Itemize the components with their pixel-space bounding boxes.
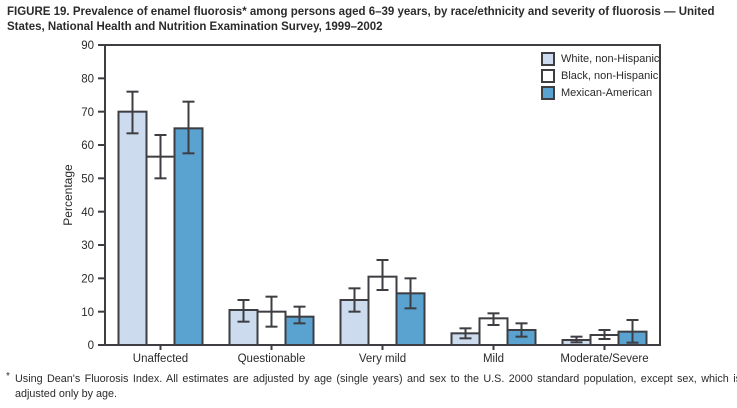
footnote-asterisk: * — [6, 371, 10, 382]
y-tick-label: 0 — [88, 340, 94, 352]
bar-unaffected — [117, 110, 148, 346]
bar-unaffected — [173, 127, 204, 346]
chart-canvas: 0 10 20 30 40 50 60 70 80 90 Percentage Unaffected Q… — [61, 40, 661, 365]
legend-item-mexican-american: Mexican-American — [541, 84, 659, 101]
legend-item-black-non-hispanic: Black, non-Hispanic — [541, 67, 659, 84]
chart-legend: White, non-Hispanic Black, non-Hispanic … — [541, 50, 659, 101]
y-tick-label: 30 — [81, 240, 94, 252]
y-tick-label: 10 — [81, 307, 94, 319]
legend-swatch-mexican-american — [541, 85, 555, 100]
y-tick-label: 40 — [81, 207, 94, 219]
legend-label: Mexican-American — [561, 86, 653, 99]
x-category-label: Questionable — [238, 353, 306, 365]
y-tick-label: 90 — [81, 40, 94, 52]
x-category-label: Mild — [483, 353, 504, 365]
bar-chart: 0 10 20 30 40 50 60 70 80 90 Percentage Unaffected Q… — [61, 40, 661, 365]
plot-frame — [104, 44, 661, 346]
legend-label: Black, non-Hispanic — [561, 69, 659, 82]
y-tick-label: 70 — [81, 107, 94, 119]
figure-title: FIGURE 19. Prevalence of enamel fluorosi… — [7, 6, 715, 34]
x-category-label: Moderate/Severe — [560, 353, 648, 365]
legend-item-white-non-hispanic: White, non-Hispanic — [541, 50, 659, 67]
legend-swatch-black-non-hispanic — [541, 68, 555, 83]
y-tick-label: 80 — [81, 73, 94, 85]
x-category-label: Very mild — [359, 353, 406, 365]
footnote-text: Using Dean's Fluorosis Index. All estima… — [15, 373, 737, 400]
y-axis-label: Percentage — [61, 164, 75, 226]
y-tick-label: 50 — [81, 173, 94, 185]
legend-swatch-white-non-hispanic — [541, 51, 555, 66]
figure-footnote: * Using Dean's Fluorosis Index. All esti… — [6, 371, 737, 401]
legend-label: White, non-Hispanic — [561, 52, 660, 65]
y-tick-label: 20 — [81, 273, 94, 285]
bar-unaffected — [145, 155, 176, 346]
x-category-label: Unaffected — [133, 353, 188, 365]
y-tick-label: 60 — [81, 140, 94, 152]
